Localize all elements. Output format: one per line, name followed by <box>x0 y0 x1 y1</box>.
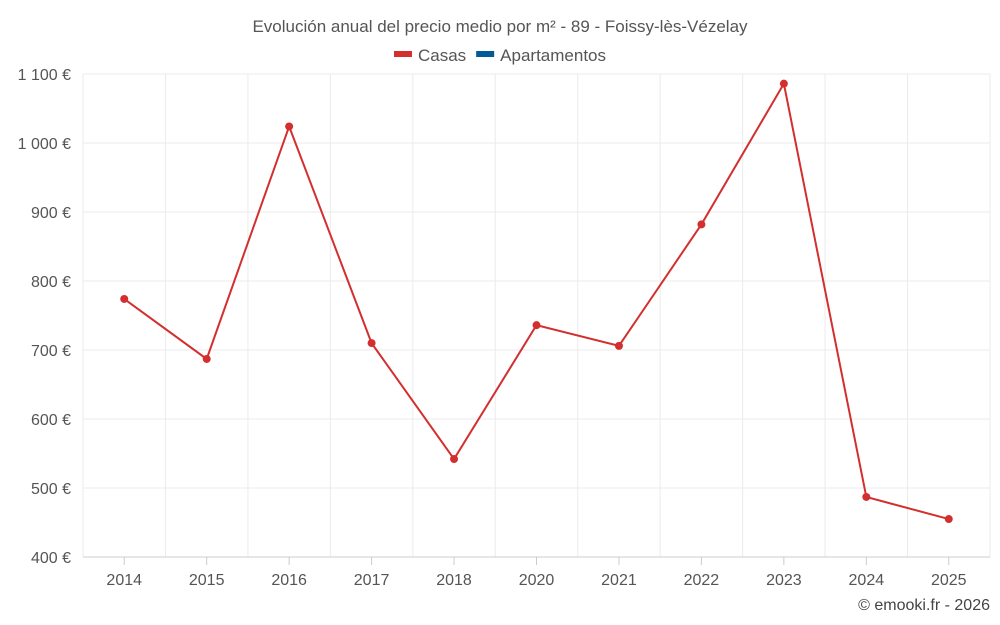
x-gridlines <box>82 74 991 557</box>
data-point[interactable] <box>367 339 376 348</box>
x-tick-label: 2018 <box>436 572 472 589</box>
legend-label: Casas <box>418 46 466 65</box>
y-axis-ticks: 400 € 500 € 600 € 700 € 800 € 900 € 1 000 € 1 1… <box>18 67 71 567</box>
data-point[interactable] <box>532 321 541 330</box>
x-tick-label: 2017 <box>354 572 390 589</box>
data-point[interactable] <box>779 79 788 88</box>
x-tick-label: 2021 <box>601 572 637 589</box>
x-tick-label: 2023 <box>766 572 802 589</box>
y-gridlines <box>83 73 990 558</box>
y-tick-label: 700 € <box>31 343 71 360</box>
x-tick-label: 2015 <box>189 572 225 589</box>
data-point[interactable] <box>862 492 871 501</box>
legend-item-casas[interactable]: Casas <box>393 46 466 65</box>
legend-swatch <box>476 51 495 57</box>
y-tick-label: 600 € <box>31 412 71 429</box>
x-tick-label: 2022 <box>684 572 720 589</box>
legend-swatch <box>393 51 412 57</box>
x-tick-label: 2024 <box>849 572 885 589</box>
y-tick-label: 800 € <box>31 274 71 291</box>
credit-text: © emooki.fr - 2026 <box>858 597 990 614</box>
y-tick-label: 1 100 € <box>18 67 71 84</box>
x-tick-label: 2020 <box>519 572 555 589</box>
x-tick-label: 2014 <box>106 572 142 589</box>
data-point[interactable] <box>285 122 294 131</box>
y-tick-label: 500 € <box>31 481 71 498</box>
y-tick-label: 900 € <box>31 205 71 222</box>
x-axis-ticks: 2014 2015 2016 2017 2018 2020 2021 2022 2023 2024… <box>106 557 967 589</box>
x-tick-label: 2016 <box>271 572 307 589</box>
data-point[interactable] <box>450 455 459 464</box>
data-point[interactable] <box>614 341 623 350</box>
chart-title: Evolución anual del precio medio por m² … <box>252 17 748 36</box>
legend: Casas Apartamentos <box>393 46 606 65</box>
legend-item-apartamentos[interactable]: Apartamentos <box>476 46 606 65</box>
y-tick-label: 400 € <box>31 550 71 567</box>
legend-label: Apartamentos <box>500 46 606 65</box>
y-tick-label: 1 000 € <box>18 136 71 153</box>
data-point[interactable] <box>944 515 953 524</box>
data-point[interactable] <box>120 294 129 303</box>
data-point[interactable] <box>202 354 211 363</box>
x-tick-label: 2025 <box>931 572 967 589</box>
series-group <box>120 79 953 524</box>
data-point[interactable] <box>697 220 706 229</box>
